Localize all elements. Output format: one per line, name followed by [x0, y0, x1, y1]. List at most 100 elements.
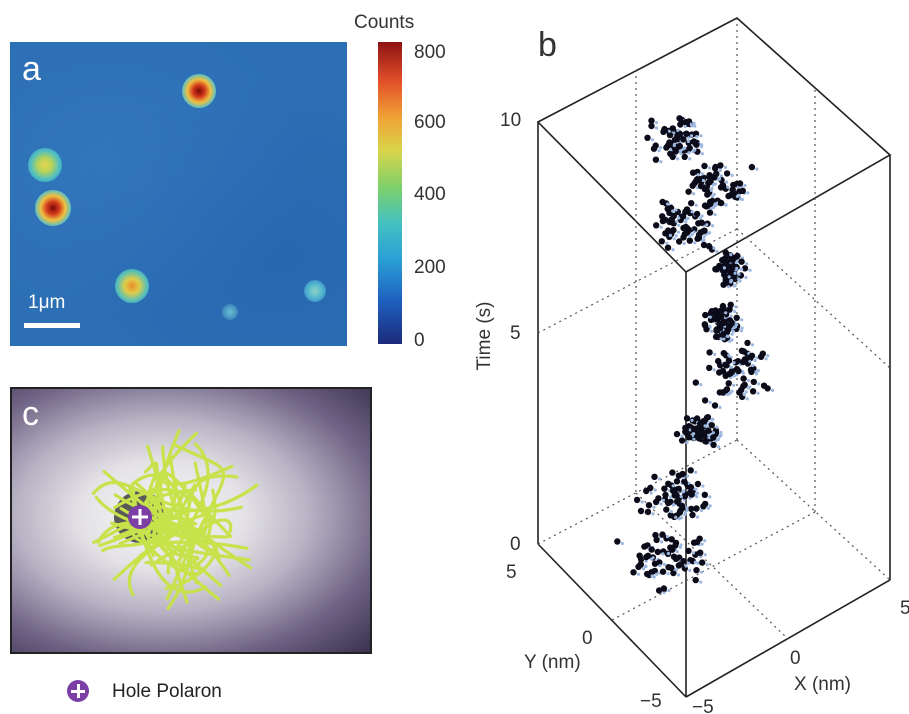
trajectory-point	[686, 144, 693, 152]
trajectory-shadow-point	[660, 540, 664, 544]
trajectory-shadow-point	[733, 309, 737, 314]
trajectory-shadow-point	[666, 202, 670, 206]
trajectory-shadow-point	[692, 437, 696, 441]
trajectory-point	[663, 506, 670, 513]
trajectory-shadow-point	[756, 369, 760, 373]
y-tick-label: −5	[640, 691, 662, 712]
trajectory-shadow-point	[699, 383, 703, 387]
trajectory-shadow-point	[699, 145, 703, 149]
trajectory-point	[722, 249, 729, 256]
trajectory-shadow-point	[671, 484, 675, 488]
trajectory-point	[726, 370, 733, 378]
trajectory-point	[662, 230, 669, 237]
trajectory-point	[682, 424, 689, 432]
trajectory-shadow-point	[712, 368, 716, 372]
trajectory-shadow-point	[707, 433, 711, 437]
trajectory-shadow-point	[696, 173, 700, 177]
trajectory-shadow-point	[746, 191, 750, 195]
trajectory-shadow-point	[655, 572, 659, 576]
trajectory-shadow-point	[733, 271, 737, 275]
x-tick-label: 5	[900, 598, 909, 619]
trajectory-shadow-point	[730, 332, 734, 336]
trajectory-point	[744, 339, 751, 347]
trajectory-point	[692, 379, 699, 386]
trajectory-shadow-point	[693, 241, 697, 245]
trajectory-point	[637, 507, 645, 515]
trajectory-shadow-point	[732, 361, 736, 365]
trajectory-shadow-point	[708, 324, 712, 328]
trajectory-point	[630, 569, 637, 576]
trajectory-point	[664, 205, 671, 213]
trajectory-shadow-point	[734, 305, 738, 309]
trajectory-shadow-point	[718, 405, 722, 410]
trajectory-shadow-point	[686, 139, 690, 143]
trajectory-shadow-point	[675, 550, 679, 554]
trajectory-point	[693, 141, 700, 148]
panel-letter-c: c	[22, 395, 39, 433]
trajectory-shadow-point	[745, 397, 749, 401]
trajectory-point	[652, 156, 660, 163]
trajectory-point	[716, 262, 723, 270]
trajectory-point	[678, 437, 686, 444]
trajectory-3d-plot: b 10 5 0 5 0 −5 −5 0 5 Time (s) Y (nm) X…	[474, 17, 909, 714]
trajectory-point	[676, 115, 683, 122]
trajectory-point	[648, 546, 655, 553]
trajectory-shadow-point	[672, 143, 676, 148]
trajectory-point	[764, 385, 771, 392]
trajectory-shadow-point	[744, 390, 748, 394]
trajectory-point	[702, 500, 709, 508]
trajectory-shadow-point	[644, 565, 648, 569]
trajectory-shadow-point	[715, 425, 719, 429]
y-axis-label: Y (nm)	[524, 652, 581, 673]
trajectory-point	[681, 231, 688, 238]
trajectory-shadow-point	[687, 151, 691, 155]
trajectory-shadow-point	[665, 535, 670, 539]
trajectory-point	[739, 187, 746, 194]
trajectory-shadow-point	[698, 555, 702, 559]
trajectory-shadow-point	[729, 278, 734, 283]
trajectory-shadow-point	[686, 216, 690, 220]
trajectory-shadow-point	[712, 246, 716, 250]
trajectory-shadow-point	[737, 272, 741, 276]
trajectory-point	[712, 165, 719, 172]
trajectory-shadow-point	[705, 223, 709, 227]
trajectory-shadow-point	[711, 417, 715, 421]
trajectory-point	[680, 224, 687, 232]
trajectory-point	[668, 216, 675, 223]
trajectory-point	[644, 508, 652, 516]
trajectory-shadow-point	[691, 551, 696, 555]
trajectory-point	[647, 484, 654, 492]
trajectory-shadow-point	[740, 318, 744, 322]
trajectory-shadow-point	[709, 188, 713, 192]
trajectory-point	[738, 386, 745, 394]
trajectory-point	[750, 378, 757, 386]
trajectory-shadow-point	[692, 192, 696, 196]
trajectory-point	[701, 321, 708, 328]
trajectory-shadow-point	[693, 148, 697, 152]
trajectory-point	[672, 542, 679, 549]
trajectory-point	[643, 570, 651, 578]
emitter-spot	[222, 304, 238, 320]
trajectory-point	[655, 587, 663, 594]
trajectory-shadow-point	[657, 149, 661, 153]
trajectory-point	[683, 130, 690, 137]
trajectory-shadow-point	[686, 474, 690, 478]
trajectory-shadow-point	[731, 329, 735, 334]
trajectory-shadow-point	[674, 515, 678, 519]
emitter-spot	[28, 148, 62, 182]
trajectory-shadow-point	[692, 230, 696, 234]
trajectory-shadow-point	[688, 234, 692, 238]
trajectory-shadow-point	[690, 210, 694, 214]
trajectory-shadow-point	[755, 356, 759, 360]
trajectory-point	[665, 499, 672, 507]
trajectory-shadow-point	[674, 208, 678, 212]
trajectory-point	[712, 307, 719, 314]
trajectory-point	[729, 256, 737, 263]
trajectory-shadow-point	[680, 434, 684, 438]
trajectory-shadow-point	[700, 172, 704, 176]
z-tick-label: 5	[510, 323, 521, 344]
trajectory-shadow-point	[711, 183, 715, 187]
trajectory-point	[688, 491, 695, 498]
trajectory-shadow-point	[653, 488, 657, 492]
trajectory-shadow-point	[755, 167, 759, 171]
